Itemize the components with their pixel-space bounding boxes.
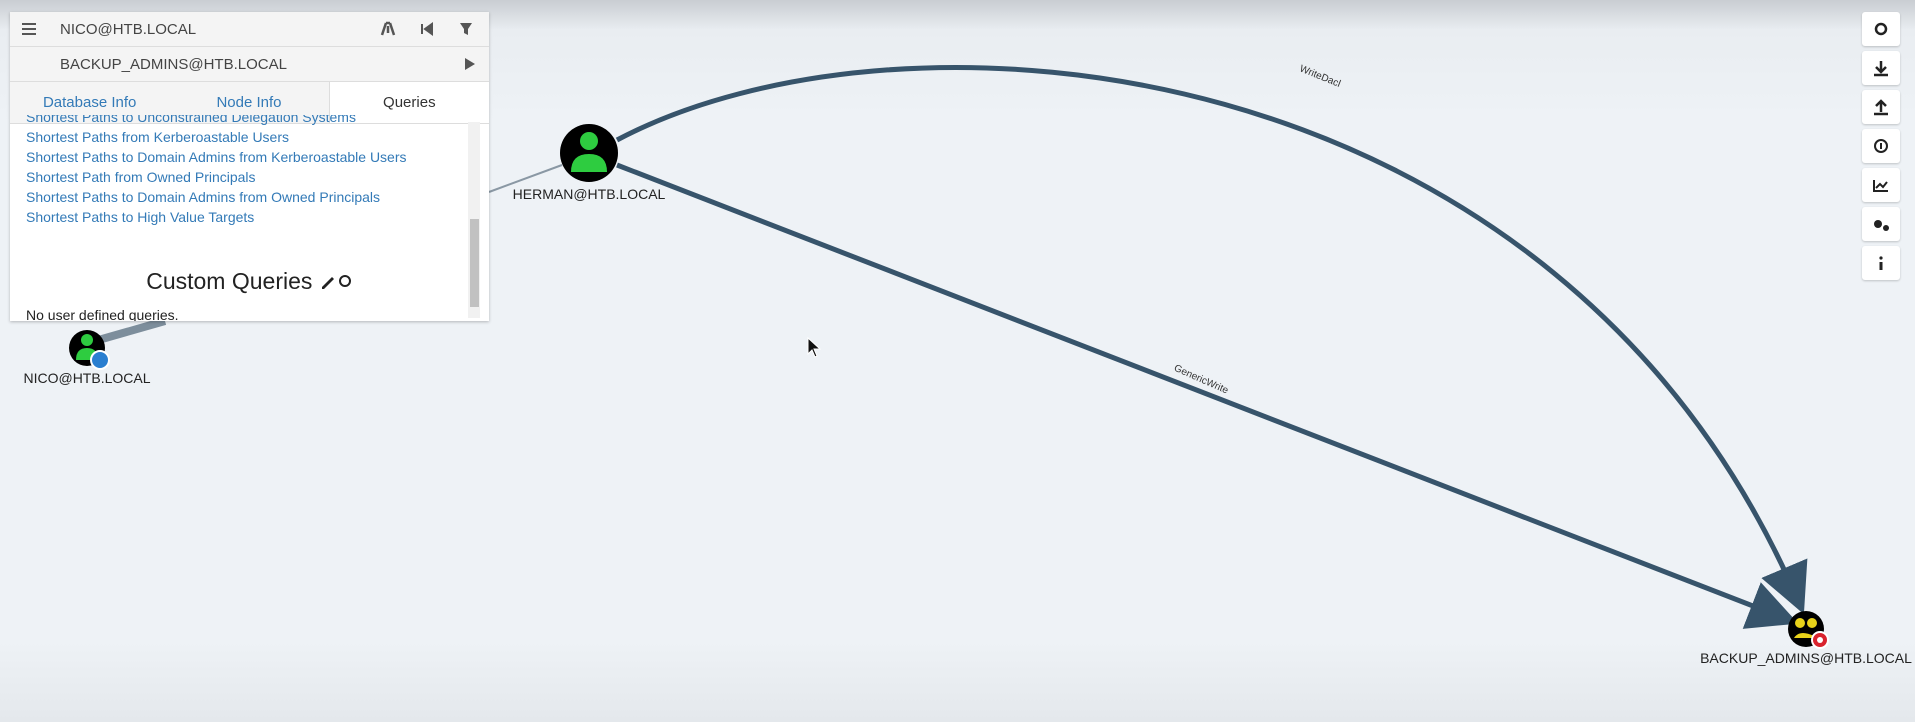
info-button[interactable] — [1862, 246, 1900, 280]
start-node[interactable]: NICO@HTB.LOCAL — [60, 20, 197, 38]
no-queries: No user defined queries. — [26, 307, 179, 321]
tab[interactable]: Node Info — [169, 82, 329, 123]
path-tools[interactable] — [380, 21, 480, 37]
menu-icon[interactable] — [22, 23, 36, 35]
query-list: Shortest Paths to Unconstrained Delegati… — [26, 115, 466, 227]
node-label: NICO@HTB.LOCAL — [23, 370, 150, 386]
query-link[interactable]: Shortest Paths to Unconstrained Delegati… — [26, 115, 356, 125]
start-row: NICO@HTB.LOCAL — [10, 12, 489, 47]
export-button[interactable] — [1862, 51, 1900, 85]
node-label: BACKUP_ADMINS@HTB.LOCAL — [1700, 650, 1912, 666]
query-link[interactable]: Shortest Path from Owned Principals — [26, 169, 256, 185]
query-link[interactable]: Shortest Paths to Domain Admins from Ker… — [26, 149, 407, 165]
edge-writedacl[interactable] — [615, 65, 1808, 615]
edge-genericwrite[interactable] — [616, 162, 1799, 629]
upload-button[interactable] — [1862, 129, 1900, 163]
edge-label: WriteDacl — [1298, 63, 1342, 89]
target-node[interactable]: BACKUP_ADMINS@HTB.LOCAL — [60, 55, 287, 73]
custom-queries-header: Custom Queries — [10, 268, 489, 295]
target-row: BACKUP_ADMINS@HTB.LOCAL — [10, 47, 489, 82]
refresh-button[interactable] — [1862, 12, 1900, 46]
query-link[interactable]: Shortest Paths to Domain Admins from Own… — [26, 189, 381, 205]
node-backup-admins[interactable]: BACKUP_ADMINS@HTB.LOCAL — [1700, 611, 1912, 666]
cursor — [807, 336, 822, 358]
tab[interactable]: Database Info — [10, 82, 170, 123]
custom-query-tools[interactable] — [319, 273, 353, 289]
node-label: HERMAN@HTB.LOCAL — [513, 186, 666, 202]
query-link[interactable]: Shortest Paths from Kerberoastable Users — [26, 129, 290, 145]
search-panel: NICO@HTB.LOCAL BACKUP_ADMINS@HTB.LOCAL D… — [10, 12, 489, 321]
tabs: Database Info Node Info Queries — [10, 82, 489, 124]
node-herman[interactable]: HERMAN@HTB.LOCAL — [513, 124, 666, 202]
query-link[interactable]: Shortest Paths to High Value Targets — [26, 209, 255, 225]
play-icon[interactable] — [464, 58, 476, 70]
settings-button[interactable] — [1862, 207, 1900, 241]
custom-queries-title: Custom Queries — [146, 268, 313, 294]
tab[interactable]: Queries — [328, 82, 489, 123]
scroll-thumb[interactable] — [470, 219, 479, 307]
edge — [488, 164, 563, 193]
node-nico[interactable]: NICO@HTB.LOCAL — [23, 330, 151, 386]
stats-button[interactable] — [1862, 168, 1900, 202]
import-button[interactable] — [1862, 90, 1900, 124]
